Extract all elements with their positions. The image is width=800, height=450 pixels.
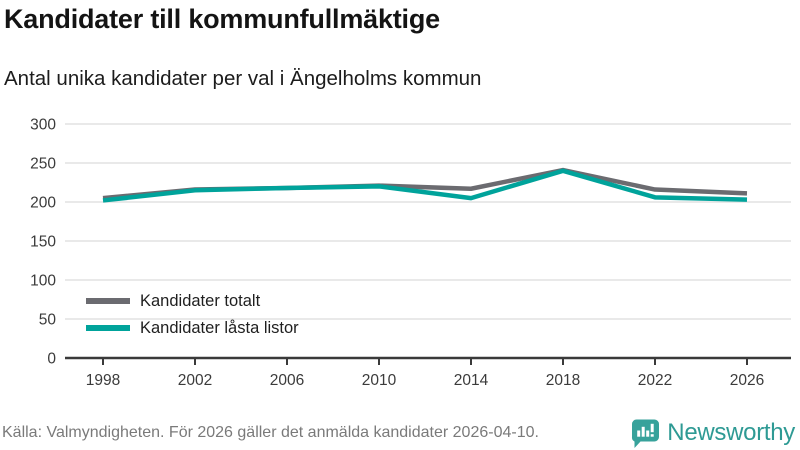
- x-tick-label-2006: 2006: [270, 372, 304, 389]
- legend: Kandidater totalt Kandidater låsta listo…: [86, 291, 299, 338]
- y-tick-label-250: 250: [30, 156, 56, 173]
- newsworthy-logo-text: Newsworthy: [667, 419, 795, 446]
- x-tick-label-2010: 2010: [362, 372, 397, 389]
- series-line-1: [102, 168, 748, 203]
- footer: Källa: Valmyndigheten. För 2026 gäller d…: [2, 418, 795, 448]
- legend-label-locked-lists: Kandidater låsta listor: [140, 318, 299, 337]
- legend-swatch-total: [86, 298, 130, 304]
- line-chart: 0 50 100 150 200 250 300 1998 2002 2006 2010 2014 20…: [30, 117, 791, 389]
- y-tick-label-300: 300: [30, 117, 56, 134]
- page-title: Kandidater till kommunfullmäktige: [4, 4, 440, 34]
- newsworthy-logo-icon: [632, 419, 660, 448]
- logo-bubble-shape: [632, 419, 660, 448]
- x-tick-label-2014: 2014: [454, 372, 489, 389]
- x-tick-label-2022: 2022: [638, 372, 672, 389]
- legend-swatch-locked-lists: [86, 325, 130, 331]
- legend-item-total: Kandidater totalt: [86, 291, 299, 311]
- legend-item-locked-lists: Kandidater låsta listor: [86, 318, 299, 338]
- y-tick-label-200: 200: [30, 195, 56, 212]
- source-note: Källa: Valmyndigheten. För 2026 gäller d…: [2, 424, 539, 441]
- x-tick-label-1998: 1998: [86, 372, 120, 389]
- x-tick-label-2002: 2002: [178, 372, 212, 389]
- y-tick-label-150: 150: [30, 234, 56, 251]
- legend-label-total: Kandidater totalt: [140, 291, 261, 310]
- newsworthy-brand: Newsworthy: [630, 418, 795, 449]
- y-tick-label-50: 50: [39, 312, 57, 329]
- y-tick-label-100: 100: [30, 273, 56, 290]
- x-tick-label-2026: 2026: [730, 372, 764, 389]
- x-tick-label-2018: 2018: [546, 372, 580, 389]
- y-tick-label-0: 0: [47, 351, 56, 368]
- chart-subtitle: Antal unika kandidater per val i Ängelho…: [4, 67, 482, 90]
